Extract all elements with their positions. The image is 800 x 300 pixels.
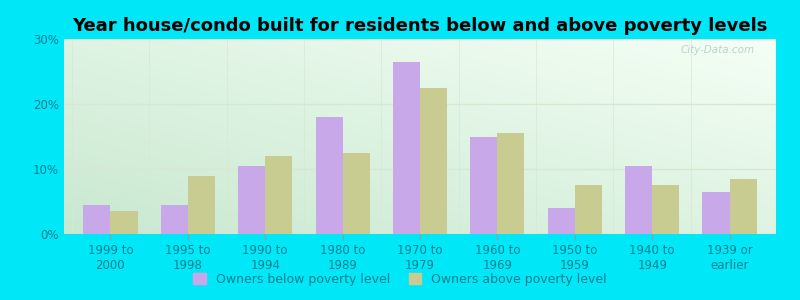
Bar: [652, 185, 679, 234]
Bar: [420, 88, 447, 234]
Bar: [498, 133, 525, 234]
Bar: [625, 166, 652, 234]
Title: Year house/condo built for residents below and above poverty levels: Year house/condo built for residents bel…: [72, 17, 768, 35]
Bar: [730, 179, 757, 234]
Bar: [266, 156, 292, 234]
Bar: [574, 185, 602, 234]
Legend: Owners below poverty level, Owners above poverty level: Owners below poverty level, Owners above…: [188, 268, 612, 291]
Bar: [83, 205, 110, 234]
Bar: [238, 166, 266, 234]
Text: City-Data.com: City-Data.com: [681, 45, 754, 55]
Bar: [188, 176, 215, 234]
Bar: [470, 136, 498, 234]
Bar: [548, 208, 574, 234]
Bar: [393, 62, 420, 234]
Bar: [315, 117, 342, 234]
Bar: [702, 192, 730, 234]
Bar: [110, 211, 138, 234]
Bar: [161, 205, 188, 234]
Bar: [342, 153, 370, 234]
